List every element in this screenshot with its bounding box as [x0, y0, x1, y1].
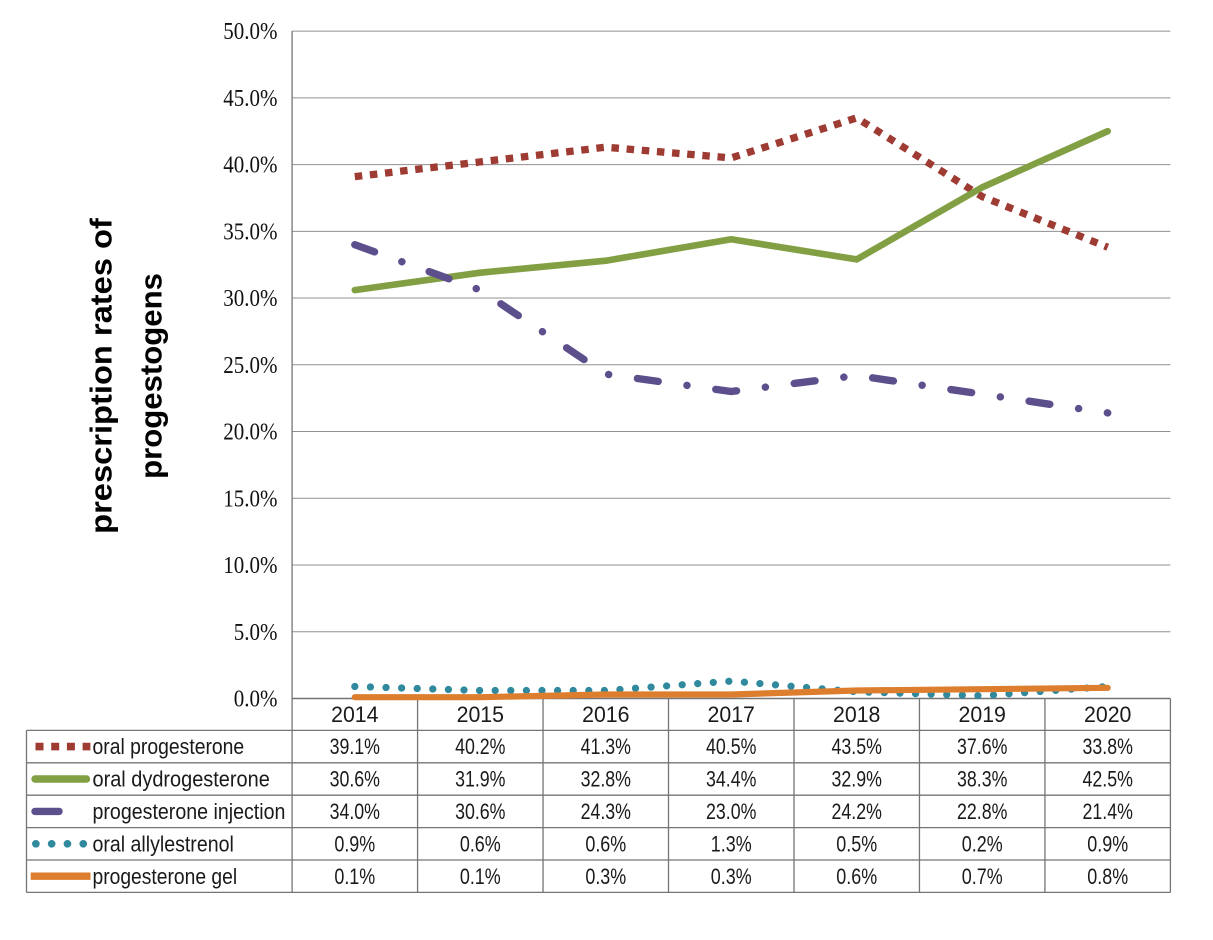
svg-text:2018: 2018: [833, 702, 880, 727]
svg-text:24.3%: 24.3%: [581, 799, 631, 824]
svg-text:24.2%: 24.2%: [832, 799, 882, 824]
svg-text:progesterone gel: progesterone gel: [93, 864, 238, 889]
svg-text:15.0%: 15.0%: [223, 485, 277, 512]
svg-text:34.4%: 34.4%: [706, 767, 756, 792]
svg-text:30.0%: 30.0%: [223, 285, 277, 312]
svg-text:25.0%: 25.0%: [223, 351, 277, 378]
svg-text:32.9%: 32.9%: [832, 767, 882, 792]
svg-text:41.3%: 41.3%: [581, 734, 631, 759]
svg-text:0.0%: 0.0%: [234, 685, 278, 712]
svg-text:oral allylestrenol: oral allylestrenol: [93, 831, 234, 856]
svg-text:0.2%: 0.2%: [962, 831, 1003, 856]
svg-text:0.1%: 0.1%: [460, 864, 501, 889]
svg-text:2020: 2020: [1084, 702, 1131, 727]
svg-text:32.8%: 32.8%: [581, 767, 631, 792]
svg-text:21.4%: 21.4%: [1083, 799, 1133, 824]
svg-text:5.0%: 5.0%: [234, 618, 278, 645]
svg-text:1.3%: 1.3%: [711, 831, 752, 856]
svg-text:42.5%: 42.5%: [1083, 767, 1133, 792]
svg-text:45.0%: 45.0%: [223, 84, 277, 111]
svg-text:0.6%: 0.6%: [836, 864, 877, 889]
svg-text:0.6%: 0.6%: [460, 831, 501, 856]
svg-text:2016: 2016: [582, 702, 629, 727]
svg-text:oral progesterone: oral progesterone: [93, 734, 245, 759]
svg-text:35.0%: 35.0%: [223, 218, 277, 245]
svg-text:40.0%: 40.0%: [223, 151, 277, 178]
svg-text:30.6%: 30.6%: [455, 799, 505, 824]
svg-text:30.6%: 30.6%: [330, 767, 380, 792]
svg-text:0.7%: 0.7%: [962, 864, 1003, 889]
svg-text:23.0%: 23.0%: [706, 799, 756, 824]
svg-text:37.6%: 37.6%: [957, 734, 1007, 759]
svg-text:2014: 2014: [331, 702, 378, 727]
svg-text:31.9%: 31.9%: [455, 767, 505, 792]
svg-text:0.1%: 0.1%: [334, 864, 375, 889]
svg-text:40.5%: 40.5%: [706, 734, 756, 759]
svg-text:0.3%: 0.3%: [585, 864, 626, 889]
svg-text:oral dydrogesterone: oral dydrogesterone: [93, 767, 270, 792]
svg-text:progestogens: progestogens: [134, 273, 169, 479]
svg-text:progesterone injection: progesterone injection: [93, 799, 286, 824]
svg-text:2019: 2019: [959, 702, 1006, 727]
svg-text:39.1%: 39.1%: [330, 734, 380, 759]
svg-text:prescription rates of: prescription rates of: [84, 217, 119, 533]
svg-text:0.9%: 0.9%: [334, 831, 375, 856]
svg-text:34.0%: 34.0%: [330, 799, 380, 824]
svg-text:40.2%: 40.2%: [455, 734, 505, 759]
svg-text:38.3%: 38.3%: [957, 767, 1007, 792]
svg-text:2017: 2017: [708, 702, 755, 727]
svg-text:33.8%: 33.8%: [1083, 734, 1133, 759]
svg-text:2015: 2015: [457, 702, 504, 727]
svg-text:50.0%: 50.0%: [223, 18, 277, 45]
svg-text:0.3%: 0.3%: [711, 864, 752, 889]
svg-text:43.5%: 43.5%: [832, 734, 882, 759]
svg-text:20.0%: 20.0%: [223, 418, 277, 445]
svg-text:22.8%: 22.8%: [957, 799, 1007, 824]
svg-text:0.9%: 0.9%: [1087, 831, 1128, 856]
svg-text:0.6%: 0.6%: [585, 831, 626, 856]
svg-text:0.8%: 0.8%: [1087, 864, 1128, 889]
svg-text:10.0%: 10.0%: [223, 552, 277, 579]
svg-text:0.5%: 0.5%: [836, 831, 877, 856]
